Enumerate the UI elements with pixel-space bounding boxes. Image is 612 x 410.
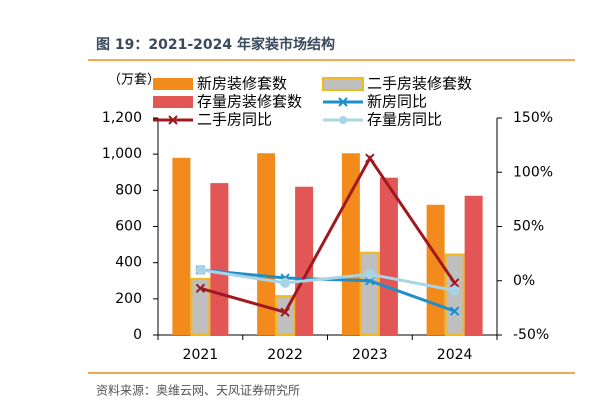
y2-tick-label: 100% (513, 164, 553, 180)
bar (464, 195, 483, 335)
unit-label: （万套） (108, 72, 160, 88)
source-note: 资料来源：奥维云网、天风证券研究所 (96, 383, 300, 398)
bar (359, 251, 380, 337)
y-tick-label: 600 (115, 219, 142, 235)
line-marker (280, 277, 291, 288)
y-tick-label: 200 (115, 291, 142, 307)
line-marker (365, 153, 375, 163)
legend-label: 新房装修套数 (197, 75, 287, 93)
y-tick-label: 400 (115, 255, 142, 271)
legend-marker (339, 116, 347, 124)
line-marker (449, 278, 460, 288)
y2-tick-label: 0% (513, 273, 535, 289)
legend-marker (168, 115, 178, 125)
bar (210, 183, 229, 335)
legend-label: 新房同比 (367, 93, 427, 111)
bar (190, 277, 211, 337)
line-marker (195, 283, 206, 294)
y-tick-label: 800 (115, 182, 142, 198)
y-tick-label: 1,200 (102, 110, 142, 126)
y2-tick-label: -50% (513, 327, 549, 343)
legend-marker (338, 97, 348, 107)
chart-title: 图 19：2021-2024 年家装市场结构 (96, 36, 335, 53)
legend-swatch (153, 96, 193, 108)
legend-label: 二手房同比 (197, 111, 272, 129)
x-tick-label: 2023 (352, 347, 388, 363)
bar (426, 204, 445, 335)
y2-tick-label: 50% (513, 219, 544, 235)
x-tick-label: 2022 (267, 347, 303, 363)
legend-swatch (322, 77, 364, 91)
y2-tick-label: 150% (513, 110, 553, 126)
line-marker (280, 307, 290, 317)
bar (295, 186, 314, 335)
series-line (199, 155, 456, 314)
legend-label: 存量房同比 (367, 111, 442, 129)
line-marker (449, 285, 460, 296)
line-marker (195, 264, 206, 275)
x-tick-label: 2021 (183, 347, 219, 363)
legend-swatch (153, 78, 193, 90)
line-marker (364, 269, 375, 280)
legend-label: 二手房装修套数 (367, 75, 472, 93)
bar (257, 153, 276, 335)
legend-label: 存量房装修套数 (197, 93, 302, 111)
bar (379, 177, 398, 335)
line-marker (449, 306, 460, 316)
y-tick-label: 0 (133, 327, 142, 343)
bar (172, 157, 191, 335)
series-line (200, 268, 455, 292)
x-tick-label: 2024 (437, 347, 473, 363)
y-tick-label: 1,000 (102, 146, 142, 162)
